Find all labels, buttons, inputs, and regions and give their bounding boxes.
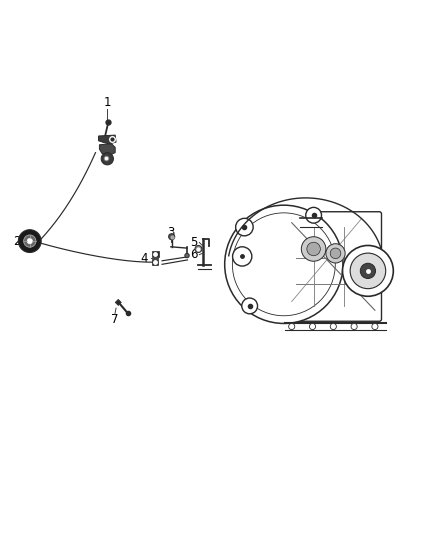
FancyBboxPatch shape xyxy=(285,212,381,321)
Circle shape xyxy=(233,213,335,316)
Circle shape xyxy=(289,324,295,329)
Circle shape xyxy=(343,246,393,296)
Text: 1: 1 xyxy=(103,96,111,109)
Circle shape xyxy=(27,238,32,244)
Circle shape xyxy=(195,246,202,253)
Circle shape xyxy=(372,324,378,329)
Text: 3: 3 xyxy=(167,227,174,239)
Circle shape xyxy=(306,207,321,223)
Text: 4: 4 xyxy=(141,252,148,265)
Circle shape xyxy=(360,263,375,279)
Circle shape xyxy=(350,253,386,289)
Text: 5: 5 xyxy=(191,236,198,249)
Polygon shape xyxy=(99,144,115,155)
Circle shape xyxy=(225,205,343,324)
Circle shape xyxy=(326,244,345,263)
Polygon shape xyxy=(152,251,159,257)
Circle shape xyxy=(18,230,41,253)
Polygon shape xyxy=(152,259,158,265)
Circle shape xyxy=(307,242,320,256)
Polygon shape xyxy=(99,135,116,144)
Text: 6: 6 xyxy=(190,248,198,261)
Circle shape xyxy=(242,298,258,314)
Text: 2: 2 xyxy=(13,235,21,248)
Circle shape xyxy=(101,152,113,165)
Circle shape xyxy=(185,253,189,258)
Circle shape xyxy=(169,233,175,240)
Polygon shape xyxy=(115,300,121,305)
Circle shape xyxy=(330,248,341,259)
Circle shape xyxy=(301,237,326,261)
Circle shape xyxy=(233,247,252,266)
Circle shape xyxy=(24,235,36,247)
Circle shape xyxy=(330,324,336,329)
Circle shape xyxy=(351,324,357,329)
Circle shape xyxy=(310,324,315,329)
Circle shape xyxy=(236,219,253,236)
Text: 7: 7 xyxy=(111,313,119,326)
